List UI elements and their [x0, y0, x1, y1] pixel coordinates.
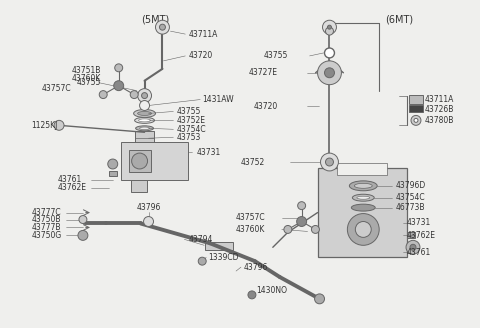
Circle shape [325, 27, 334, 35]
Text: 43750G: 43750G [31, 231, 61, 240]
Circle shape [130, 91, 138, 98]
Text: 43794: 43794 [188, 235, 213, 244]
Ellipse shape [133, 110, 156, 117]
Ellipse shape [351, 204, 375, 211]
Text: 43720: 43720 [253, 102, 278, 111]
Text: 43760K: 43760K [236, 225, 265, 234]
Circle shape [414, 118, 418, 122]
Ellipse shape [352, 194, 374, 201]
Text: 43757C: 43757C [41, 84, 71, 93]
Ellipse shape [140, 127, 150, 130]
Circle shape [198, 257, 206, 265]
Bar [337, 163, 387, 175]
Text: 46773B: 46773B [396, 203, 426, 212]
Text: 1430NO: 1430NO [256, 286, 287, 296]
Text: 43780B: 43780B [425, 116, 454, 125]
Bar [134, 131, 155, 145]
Circle shape [159, 24, 166, 30]
Text: 43720: 43720 [188, 51, 213, 60]
Text: 43755: 43755 [264, 51, 288, 60]
Text: 43796: 43796 [136, 203, 161, 212]
Text: 1339CD: 1339CD [208, 253, 239, 262]
Circle shape [323, 20, 336, 34]
Text: 43757C: 43757C [235, 213, 265, 222]
Circle shape [144, 216, 154, 226]
Ellipse shape [134, 117, 155, 123]
Text: 43761: 43761 [58, 175, 82, 184]
Text: 43760K: 43760K [72, 74, 101, 83]
Text: 43777C: 43777C [31, 208, 61, 217]
Text: 43726B: 43726B [425, 105, 454, 114]
Circle shape [324, 68, 335, 78]
Text: 43731: 43731 [407, 218, 431, 227]
Bar [129, 150, 151, 172]
Circle shape [142, 92, 147, 98]
Text: 43711A: 43711A [188, 30, 217, 39]
Circle shape [318, 61, 341, 85]
Bar [131, 180, 146, 192]
Text: 43750B: 43750B [31, 215, 60, 224]
Circle shape [410, 244, 416, 250]
Text: 43762E: 43762E [407, 231, 436, 240]
Circle shape [115, 64, 123, 72]
Text: 43796: 43796 [244, 263, 268, 272]
Ellipse shape [349, 181, 377, 191]
Bar [407, 233, 415, 238]
Text: 43751B: 43751B [72, 66, 101, 75]
Circle shape [99, 91, 107, 98]
Circle shape [78, 231, 88, 240]
Text: 43752E: 43752E [176, 116, 205, 125]
Bar [409, 94, 423, 104]
Circle shape [314, 294, 324, 304]
Text: 43752: 43752 [240, 157, 265, 167]
Circle shape [312, 225, 319, 234]
Circle shape [108, 159, 118, 169]
Text: 43754C: 43754C [396, 193, 426, 202]
Circle shape [140, 101, 150, 111]
Circle shape [138, 89, 152, 103]
Text: 43727E: 43727E [249, 68, 278, 77]
Ellipse shape [136, 126, 154, 131]
Text: 43755: 43755 [176, 107, 201, 116]
Circle shape [406, 240, 420, 254]
Text: 43777B: 43777B [31, 223, 60, 232]
Circle shape [114, 81, 124, 91]
Circle shape [297, 216, 307, 226]
Circle shape [321, 153, 338, 171]
Bar [205, 242, 233, 250]
Text: (5MT): (5MT) [142, 14, 169, 24]
Ellipse shape [138, 112, 152, 115]
Circle shape [156, 20, 169, 34]
Circle shape [325, 158, 334, 166]
Text: 43755: 43755 [76, 78, 101, 87]
Text: (6MT): (6MT) [385, 14, 413, 24]
Circle shape [54, 120, 64, 130]
Ellipse shape [354, 183, 372, 188]
Text: 43731: 43731 [196, 148, 220, 156]
Circle shape [411, 115, 421, 125]
Ellipse shape [357, 196, 370, 199]
Circle shape [132, 153, 147, 169]
Circle shape [327, 25, 332, 29]
Ellipse shape [139, 119, 151, 122]
Text: 43753: 43753 [176, 133, 201, 142]
Circle shape [298, 202, 306, 210]
Text: 1431AW: 1431AW [202, 95, 234, 104]
Bar [109, 171, 117, 176]
Circle shape [324, 48, 335, 58]
Circle shape [79, 215, 87, 223]
Text: 43761: 43761 [407, 248, 431, 257]
Text: 43711A: 43711A [425, 95, 454, 104]
Polygon shape [318, 168, 407, 257]
Text: 43796D: 43796D [396, 181, 426, 190]
Text: 43754C: 43754C [176, 125, 206, 134]
Circle shape [348, 214, 379, 245]
Circle shape [355, 221, 371, 237]
Circle shape [284, 225, 292, 234]
Circle shape [248, 291, 256, 299]
Bar [409, 106, 423, 113]
Text: 43762E: 43762E [58, 183, 87, 192]
Bar [120, 142, 188, 180]
Text: 1125KJ: 1125KJ [32, 121, 58, 130]
